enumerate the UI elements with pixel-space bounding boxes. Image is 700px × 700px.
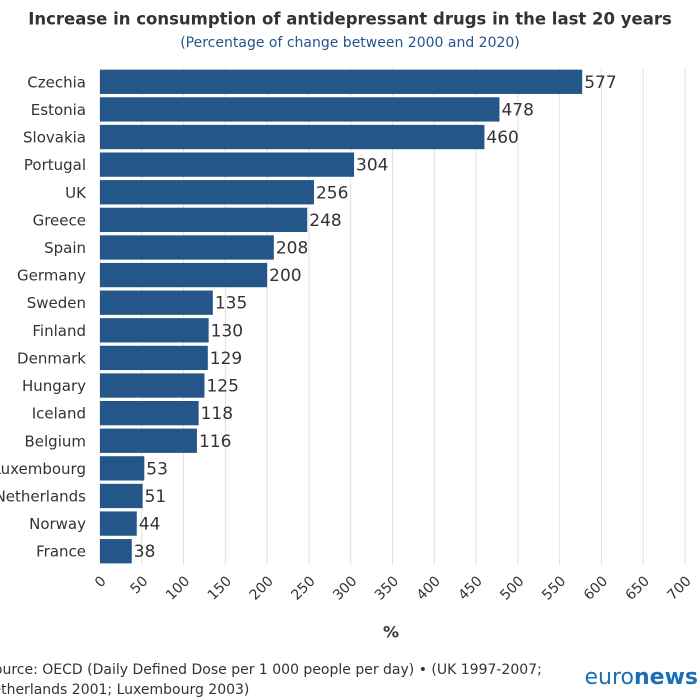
value-label: 304 xyxy=(356,156,388,176)
x-tick-label: 150 xyxy=(205,573,235,603)
value-label: 248 xyxy=(309,211,341,231)
y-tick-label: Netherlands xyxy=(0,487,86,505)
y-tick-label: Luxembourg xyxy=(0,460,86,478)
y-tick-label: Greece xyxy=(33,211,86,229)
y-tick-label: Germany xyxy=(17,267,86,285)
y-tick-label: Norway xyxy=(29,515,86,533)
value-label: 53 xyxy=(146,459,168,479)
value-label: 256 xyxy=(316,183,348,203)
bar xyxy=(100,318,209,343)
x-tick-label: 300 xyxy=(330,573,360,603)
y-tick-label: Hungary xyxy=(22,377,86,395)
value-label: 118 xyxy=(201,404,233,424)
value-label: 130 xyxy=(211,321,243,341)
bar xyxy=(100,97,500,122)
y-tick-label: Sweden xyxy=(27,294,86,312)
logo-part: news xyxy=(634,665,698,690)
y-tick-label: Finland xyxy=(32,322,86,340)
y-tick-label: UK xyxy=(65,184,87,202)
logo-part: euro xyxy=(584,665,634,690)
bar xyxy=(100,290,213,315)
value-label: 51 xyxy=(145,487,167,507)
value-label: 116 xyxy=(199,432,231,452)
x-tick-label: 400 xyxy=(414,573,444,603)
value-label: 129 xyxy=(210,349,242,369)
y-tick-label: Portugal xyxy=(24,156,86,174)
x-tick-label: 650 xyxy=(623,573,653,603)
source-note: Source: OECD (Daily Defined Dose per 1 0… xyxy=(0,662,542,678)
y-tick-label: Slovakia xyxy=(23,129,86,147)
x-tick-label: 700 xyxy=(664,573,694,603)
bar xyxy=(100,373,205,398)
x-tick-label: 500 xyxy=(497,573,527,603)
value-label: 577 xyxy=(584,73,616,93)
bar xyxy=(100,235,274,260)
chart-subtitle: (Percentage of change between 2000 and 2… xyxy=(180,35,520,51)
x-tick-label: 0 xyxy=(92,573,110,591)
bar xyxy=(100,511,137,536)
y-tick-label: France xyxy=(36,543,86,561)
value-label: 125 xyxy=(206,377,238,397)
value-label: 460 xyxy=(486,128,518,148)
bar xyxy=(100,69,583,94)
value-label: 208 xyxy=(276,238,308,258)
x-tick-label: 350 xyxy=(372,573,402,603)
bar xyxy=(100,262,268,288)
x-axis-label: % xyxy=(383,623,399,642)
value-label: 478 xyxy=(501,100,533,120)
y-tick-label: Spain xyxy=(44,239,86,257)
y-tick-label: Belgium xyxy=(25,432,87,450)
bar xyxy=(100,400,199,426)
x-tick-label: 550 xyxy=(539,573,569,603)
bar xyxy=(100,428,197,453)
y-tick-label: Estonia xyxy=(31,101,86,119)
bar xyxy=(100,180,314,205)
y-tick-label: Denmark xyxy=(17,349,86,367)
bar xyxy=(100,124,485,150)
bar xyxy=(100,539,132,564)
value-label: 135 xyxy=(215,294,247,314)
x-tick-label: 100 xyxy=(163,573,193,603)
x-tick-label: 600 xyxy=(581,573,611,603)
chart-title: Increase in consumption of antidepressan… xyxy=(28,10,672,29)
bar xyxy=(100,152,355,177)
source-note: Netherlands 2001; Luxembourg 2003) xyxy=(0,682,249,698)
x-tick-label: 250 xyxy=(288,573,318,603)
x-tick-label: 50 xyxy=(128,573,152,597)
value-label: 44 xyxy=(139,515,161,535)
bar xyxy=(100,456,145,481)
y-tick-label: Iceland xyxy=(32,405,86,423)
y-tick-label: Czechia xyxy=(27,73,86,91)
bar xyxy=(100,207,308,233)
x-tick-label: 200 xyxy=(247,573,277,603)
bar xyxy=(100,345,208,371)
value-label: 38 xyxy=(134,542,156,562)
x-tick-label: 450 xyxy=(456,573,486,603)
bar xyxy=(100,483,143,509)
logo: euronews xyxy=(584,665,698,690)
value-label: 200 xyxy=(269,266,301,286)
